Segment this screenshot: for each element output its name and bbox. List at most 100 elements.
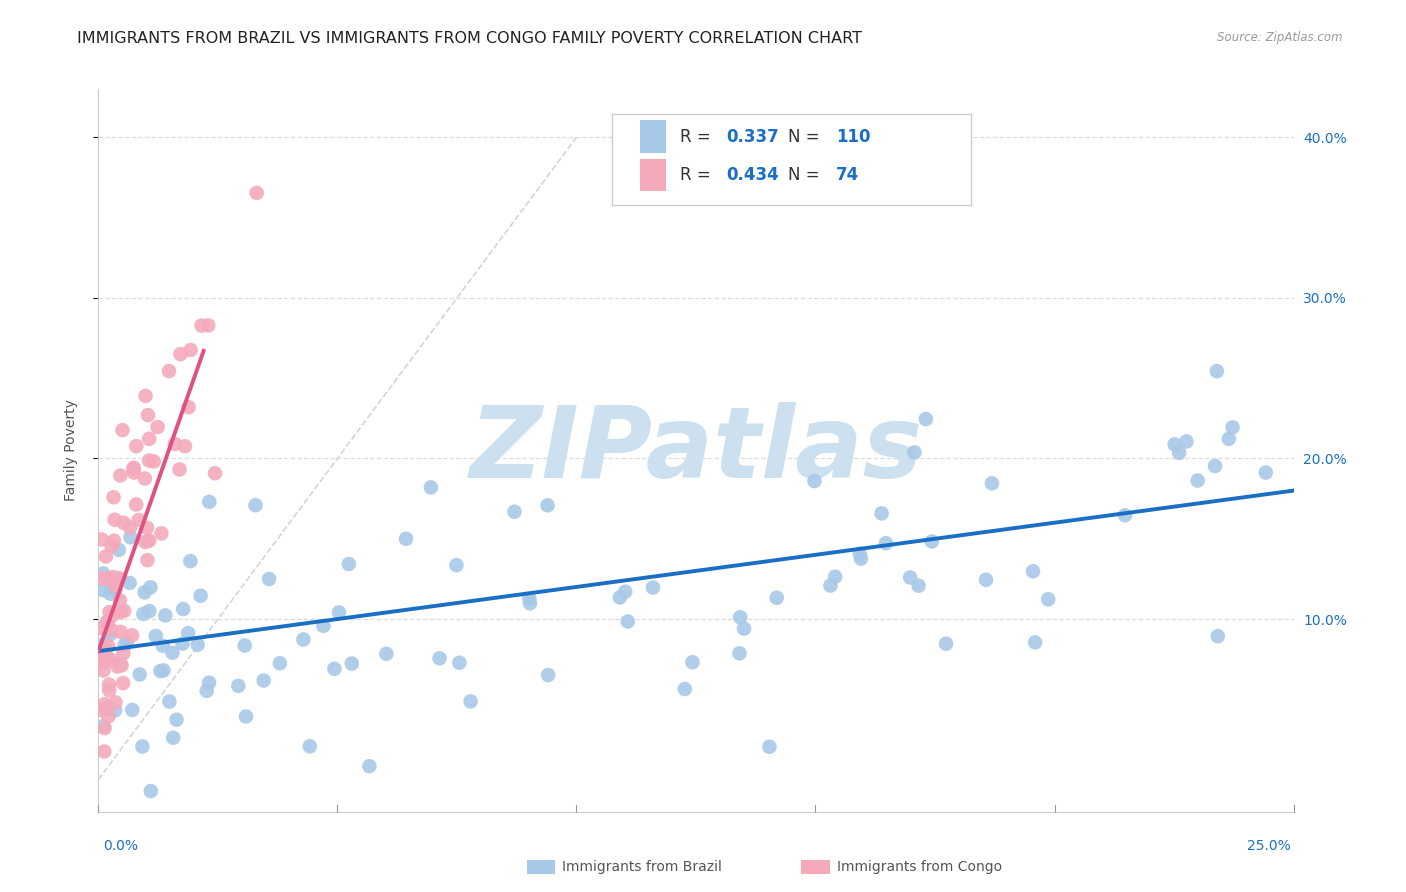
Point: [419, 480, 441, 494]
Point: [91, 566, 114, 581]
Point: [115, 636, 138, 650]
Point: [198, 675, 221, 690]
Point: [138, 453, 160, 467]
Point: [108, 593, 131, 607]
Point: [96, 572, 118, 586]
Point: [98, 683, 121, 698]
Point: [253, 673, 276, 688]
Point: [765, 591, 787, 605]
Point: [519, 596, 541, 610]
Point: [820, 578, 842, 592]
Point: [104, 703, 127, 717]
Text: N =: N =: [787, 128, 825, 145]
Point: [921, 534, 943, 549]
Point: [103, 490, 125, 504]
Point: [136, 553, 159, 567]
Point: [758, 739, 780, 754]
Point: [104, 582, 127, 597]
Point: [682, 655, 704, 669]
Point: [166, 713, 188, 727]
Point: [1114, 508, 1136, 523]
Point: [94, 646, 117, 660]
Point: [98, 677, 121, 691]
Point: [128, 667, 150, 681]
Point: [246, 186, 269, 200]
Point: [375, 647, 398, 661]
Point: [359, 759, 381, 773]
Text: 0.337: 0.337: [725, 128, 779, 145]
Point: [139, 784, 162, 798]
Point: [139, 580, 162, 594]
Text: IMMIGRANTS FROM BRAZIL VS IMMIGRANTS FROM CONGO FAMILY POVERTY CORRELATION CHART: IMMIGRANTS FROM BRAZIL VS IMMIGRANTS FRO…: [77, 31, 862, 46]
Point: [935, 637, 957, 651]
Point: [616, 615, 638, 629]
Point: [135, 389, 157, 403]
Point: [108, 571, 131, 585]
Point: [179, 554, 201, 568]
Point: [96, 615, 118, 629]
Point: [257, 572, 280, 586]
Point: [112, 516, 135, 530]
Point: [292, 632, 315, 647]
Text: R =: R =: [681, 128, 717, 145]
Point: [174, 439, 197, 453]
Point: [90, 621, 112, 635]
Point: [93, 637, 115, 651]
Point: [93, 721, 115, 735]
FancyBboxPatch shape: [640, 120, 666, 153]
Point: [673, 681, 696, 696]
Point: [1206, 629, 1229, 643]
Point: [1218, 432, 1240, 446]
Point: [136, 533, 159, 548]
Point: [198, 495, 221, 509]
Point: [1205, 364, 1227, 378]
Point: [898, 570, 921, 584]
Point: [136, 408, 159, 422]
Point: [269, 657, 291, 671]
Point: [134, 471, 156, 485]
Text: 110: 110: [835, 128, 870, 145]
Point: [93, 656, 115, 670]
Point: [138, 533, 160, 548]
Point: [96, 651, 118, 665]
Point: [503, 505, 526, 519]
Point: [429, 651, 451, 665]
Point: [875, 536, 897, 550]
Point: [98, 627, 121, 641]
Point: [190, 589, 212, 603]
Point: [97, 700, 120, 714]
Point: [110, 658, 132, 673]
Point: [134, 535, 156, 549]
Point: [395, 532, 418, 546]
Point: [96, 703, 118, 717]
Point: [90, 533, 112, 547]
Point: [108, 543, 131, 558]
Point: [122, 462, 145, 476]
Point: [162, 731, 184, 745]
Point: [150, 526, 173, 541]
Point: [97, 639, 120, 653]
Text: 0.0%: 0.0%: [103, 838, 138, 853]
Point: [138, 604, 160, 618]
Point: [298, 739, 321, 754]
Point: [145, 629, 167, 643]
Point: [849, 547, 872, 561]
Point: [98, 605, 121, 619]
Point: [112, 646, 135, 660]
Point: [138, 432, 160, 446]
Point: [100, 539, 122, 553]
Point: [323, 662, 346, 676]
Point: [134, 585, 156, 599]
Point: [125, 439, 148, 453]
Point: [1175, 434, 1198, 449]
Point: [233, 639, 256, 653]
Point: [204, 467, 226, 481]
Point: [614, 584, 637, 599]
Point: [110, 605, 132, 619]
Point: [824, 570, 846, 584]
Point: [162, 646, 184, 660]
Point: [122, 466, 145, 480]
Point: [312, 619, 335, 633]
Point: [112, 604, 135, 618]
Point: [870, 507, 893, 521]
